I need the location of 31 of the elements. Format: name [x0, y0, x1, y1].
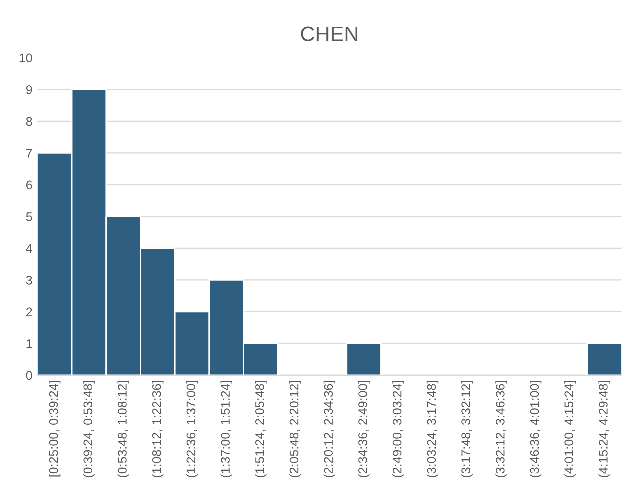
- x-tick-label: (0:39:24, 0:53:48]: [83, 381, 96, 478]
- x-tick-label: (1:22:36, 1:37:00]: [186, 381, 198, 478]
- y-tick-label: 1: [26, 340, 32, 348]
- x-tick-label: (1:08:12, 1:22:36]: [152, 381, 164, 478]
- y-tick-label: 3: [26, 276, 32, 285]
- x-tick-label: (3:32:12, 3:46:36]: [496, 381, 508, 478]
- bar: [346, 343, 382, 376]
- y-tick-label: 9: [26, 86, 32, 94]
- x-tick-label: (1:51:24, 2:05:48]: [255, 381, 267, 478]
- x-tick-label: (0:53:48, 1:08:12]: [118, 381, 130, 478]
- y-tick-label: 5: [26, 212, 32, 222]
- x-tick-label: (3:46:36, 4:01:00]: [530, 381, 542, 478]
- x-tick-label: (3:17:48, 3:32:12]: [461, 381, 473, 478]
- x-tick-label: (1:37:00, 1:51:24]: [220, 381, 232, 478]
- y-tick-label: 6: [26, 180, 32, 190]
- y-tick-label: 0: [26, 371, 32, 380]
- y-tick-label: 2: [26, 308, 32, 317]
- x-tick-label: (4:15:24, 4:29:48]: [598, 381, 610, 478]
- x-tick-label: (4:01:00, 4:15:24]: [564, 381, 576, 478]
- x-tick-label: (3:03:24, 3:17:48]: [426, 381, 439, 478]
- bar: [586, 343, 622, 376]
- y-tick-label: 4: [26, 244, 32, 253]
- y-tick-label: 8: [26, 117, 32, 126]
- x-tick-label: (2:20:12, 2:34:36]: [324, 381, 336, 478]
- chart-title: CHEN: [301, 26, 358, 42]
- x-tick-label: (2:05:48, 2:20:12]: [290, 381, 302, 478]
- x-tick-label: (2:34:36, 2:49:00]: [358, 381, 370, 478]
- y-tick-label: 7: [26, 149, 32, 158]
- y-tick-label: 10: [20, 54, 32, 63]
- x-tick-label: (2:49:00, 3:03:24]: [392, 381, 404, 478]
- x-tick-label: [0:25:00, 0:39:24]: [49, 381, 61, 477]
